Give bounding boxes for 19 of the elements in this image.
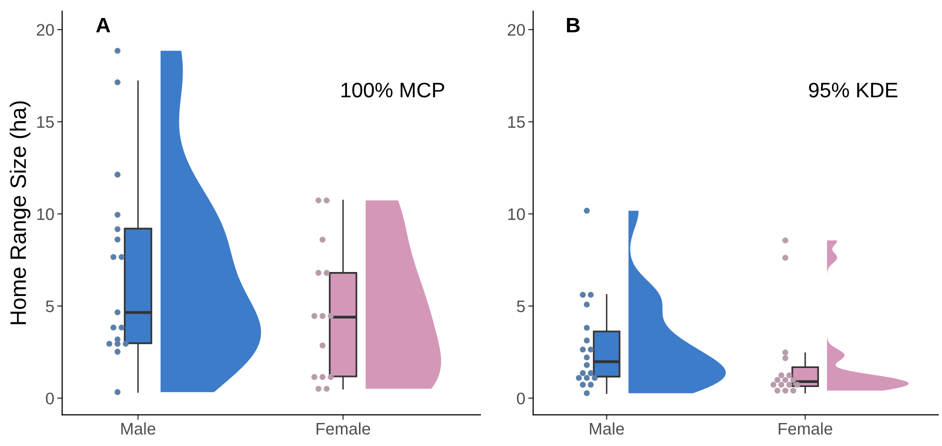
annotation: 95% KDE: [808, 82, 898, 98]
y-axis-title: Home Range Size (ha): [10, 101, 30, 324]
y-tick-label: 20: [36, 24, 54, 36]
y-tick-label: 0: [516, 392, 525, 404]
y-tick-label: 5: [46, 300, 54, 312]
y-tick-label: 5: [516, 300, 525, 312]
x-tick-label: Female: [778, 422, 832, 435]
x-tick-label: Male: [590, 422, 624, 435]
annotation: B: [566, 18, 580, 32]
y-tick-label: 20: [508, 24, 525, 36]
y-tick-label: 0: [46, 392, 54, 404]
y-tick-label: 10: [37, 208, 54, 220]
x-tick-label: Male: [121, 422, 156, 435]
y-tick-label: 15: [37, 116, 54, 128]
y-tick-label: 15: [508, 116, 525, 128]
y-tick-label: 10: [508, 208, 525, 220]
annotation: A: [96, 18, 110, 32]
x-tick-label: Female: [316, 422, 370, 435]
annotation: 100% MCP: [341, 82, 444, 98]
